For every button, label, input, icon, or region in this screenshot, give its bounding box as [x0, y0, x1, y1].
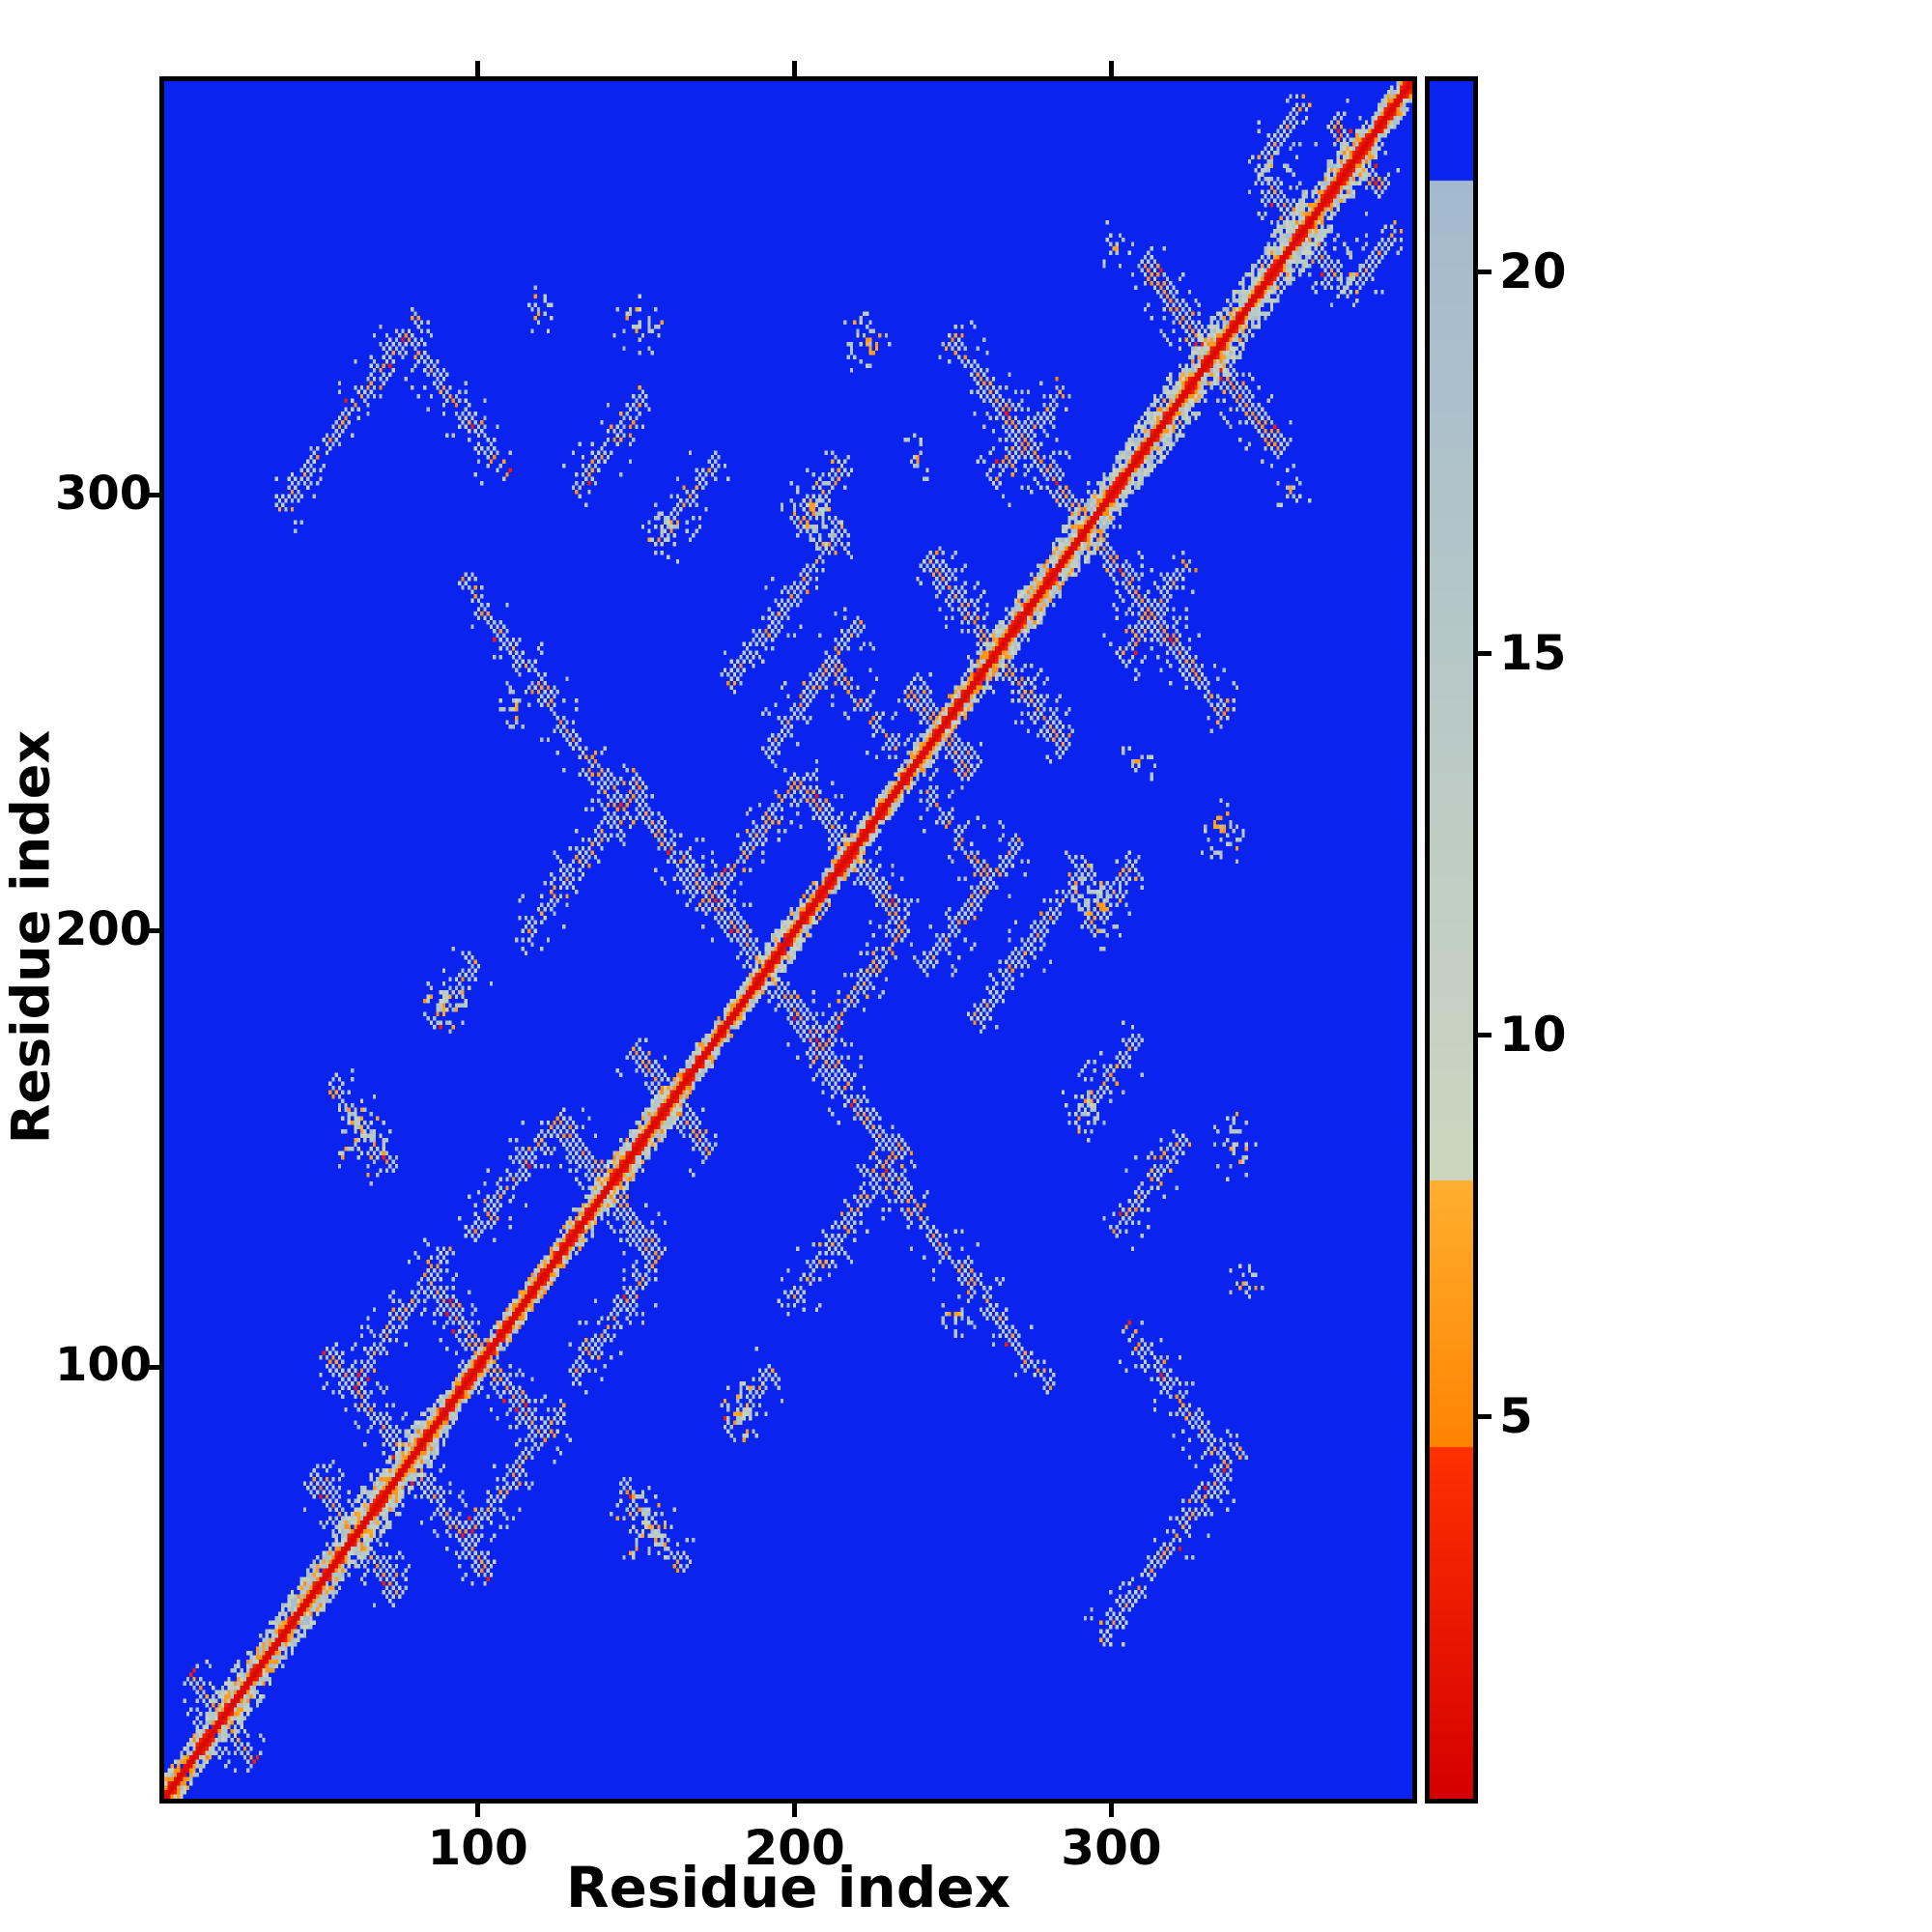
x-tick-mark-top — [475, 61, 481, 76]
x-tick-label: 200 — [744, 1820, 845, 1876]
y-axis-label: Residue index — [0, 729, 62, 1145]
x-tick-mark — [475, 1804, 481, 1817]
y-tick-label: 200 — [55, 901, 153, 956]
colorbar-tick-label: 15 — [1499, 624, 1567, 681]
colorbar-tick-mark — [1478, 1414, 1492, 1420]
y-tick-mark — [146, 493, 159, 498]
x-tick-label: 100 — [427, 1820, 528, 1876]
x-axis-label: Residue index — [565, 1855, 1011, 1920]
plot-frame — [159, 76, 1417, 1804]
colorbar-tick-label: 10 — [1499, 1006, 1567, 1063]
x-tick-mark-top — [1108, 61, 1114, 76]
y-tick-mark — [146, 928, 159, 934]
colorbar-tick-label: 5 — [1499, 1387, 1533, 1444]
colorbar-frame — [1425, 76, 1478, 1804]
colorbar-tick-mark — [1478, 1033, 1492, 1038]
colorbar-tick-mark — [1478, 270, 1492, 275]
x-tick-mark — [1108, 1804, 1114, 1817]
colorbar-tick-label: 20 — [1499, 242, 1567, 299]
x-tick-label: 300 — [1061, 1820, 1162, 1876]
colorbar-tick-mark — [1478, 651, 1492, 657]
x-tick-mark-top — [792, 61, 798, 76]
x-tick-mark — [792, 1804, 798, 1817]
y-tick-mark — [146, 1364, 159, 1370]
y-tick-label: 300 — [55, 466, 153, 521]
contact-map-canvas — [164, 81, 1412, 1799]
y-tick-label: 100 — [55, 1338, 153, 1393]
colorbar-canvas — [1430, 81, 1473, 1799]
